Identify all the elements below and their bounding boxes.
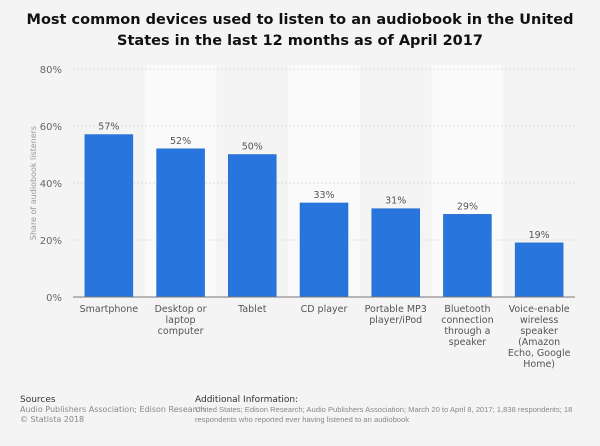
- data-label: 31%: [385, 196, 406, 207]
- x-tick-label: Desktop or laptop computer: [155, 304, 207, 337]
- bar: [514, 242, 564, 298]
- data-label: 50%: [242, 142, 263, 153]
- data-label: 29%: [457, 201, 478, 212]
- y-tick-label: 60%: [40, 122, 62, 133]
- x-tick-label: CD player: [301, 304, 348, 315]
- sources-block: Sources Audio Publishers Association; Ed…: [20, 395, 205, 425]
- data-label: 57%: [98, 122, 119, 133]
- bar: [299, 202, 349, 298]
- x-tick-label: Smartphone: [80, 304, 139, 315]
- bar: [156, 148, 205, 298]
- chart-title: Most common devices used to listen to an…: [26, 12, 574, 49]
- x-tick-label: Bluetooth connection through a speaker: [441, 304, 493, 348]
- data-label: 33%: [313, 190, 334, 201]
- bar: [84, 134, 134, 298]
- y-tick-label: 80%: [40, 65, 62, 76]
- x-tick-label: Voice-enable wireless speaker (Amazon Echo, …: [508, 304, 571, 370]
- info-line-2: respondents who reported ever having lis…: [195, 415, 410, 424]
- sources-text: Audio Publishers Association; Edison Res…: [20, 405, 206, 414]
- x-tick-label: Portable MP3 player/iPod: [365, 304, 427, 326]
- sources-heading: Sources: [20, 395, 56, 405]
- copyright: © Statista 2018: [20, 415, 85, 424]
- info-heading: Additional Information:: [195, 395, 299, 405]
- y-axis-label: Share of audiobook listeners: [29, 126, 38, 240]
- bar: [371, 208, 420, 298]
- x-tick-label: Tablet: [237, 304, 267, 315]
- data-label: 52%: [170, 136, 191, 147]
- bar: [443, 214, 492, 298]
- additional-info-block: Additional Information: United States; E…: [195, 395, 595, 425]
- data-label: 19%: [529, 230, 550, 241]
- y-tick-label: 20%: [40, 236, 62, 247]
- y-tick-label: 40%: [40, 179, 62, 190]
- bar-chart: 0% 20% 40% 60% 80% Share of audiobook listene…: [29, 65, 575, 370]
- bar: [228, 154, 277, 298]
- y-tick-label: 0%: [46, 293, 62, 304]
- info-line-1: United States; Edison Research; Audio Pu…: [195, 405, 573, 414]
